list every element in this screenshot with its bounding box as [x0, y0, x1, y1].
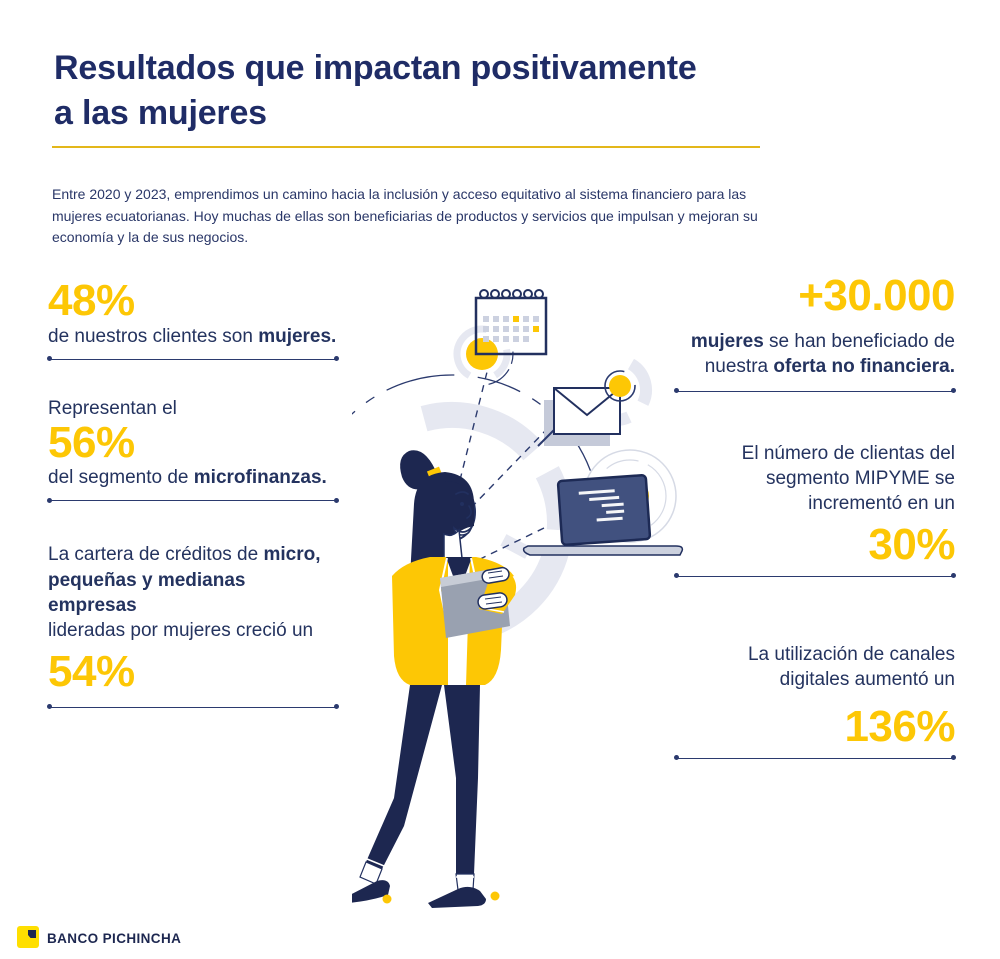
- stat-divider: [674, 388, 956, 397]
- stat-sme-portfolio: La cartera de créditos de micro, pequeñas…: [47, 542, 339, 713]
- stat-description: El número de clientas del segmento MIPYME…: [741, 442, 955, 515]
- stat-description: de nuestros clientes son mujeres.: [48, 325, 337, 347]
- stat-description: mujeres se han beneficiado de nuestra ofe…: [690, 330, 955, 377]
- stat-description: La cartera de créditos de micro, pequeñas…: [48, 544, 321, 641]
- woman-with-tablet-illustration: [303, 278, 762, 918]
- stat-non-financial-offer: +30.000 mujeres se han beneficiado de nue…: [674, 271, 956, 397]
- stat-divider: [47, 497, 339, 506]
- stat-digital-channels: La utilización de canales digitales aumen…: [674, 642, 956, 764]
- stat-value: +30.000: [798, 271, 955, 320]
- stat-women-clients: 48% de nuestros clientes son mujeres.: [47, 276, 339, 365]
- page-title-line1: Resultados que impactan positivamente: [54, 49, 697, 87]
- intro-paragraph: Entre 2020 y 2023, emprendimos un camino…: [52, 186, 758, 246]
- stat-description: del segmento de microfinanzas.: [48, 467, 327, 489]
- envelope-icon: [537, 354, 652, 447]
- stat-divider: [674, 573, 956, 582]
- page-title: Resultados que impactan positivamente a …: [54, 46, 814, 136]
- stat-microfinance-segment: Representan el 56% del segmento de micro…: [47, 397, 339, 507]
- page-title-line2: a las mujeres: [54, 94, 267, 133]
- calendar-days: [483, 316, 539, 342]
- stat-value: 54%: [48, 646, 135, 696]
- stat-value: 48%: [48, 276, 135, 325]
- stat-divider: [47, 356, 339, 365]
- footer-brand: BANCO PICHINCHA: [17, 926, 181, 948]
- stat-mipyme-clients: El número de clientas del segmento MIPYME…: [674, 441, 956, 582]
- laptop-icon: [522, 449, 684, 556]
- stat-value: 136%: [844, 702, 955, 752]
- stat-value: 30%: [868, 520, 955, 570]
- calendar-icon: [450, 289, 548, 386]
- dashed-connectors: [454, 359, 549, 563]
- stat-lead-in: Representan el: [48, 397, 177, 419]
- stat-description: La utilización de canales digitales aumen…: [747, 643, 955, 691]
- stat-value: 56%: [48, 417, 135, 467]
- stat-divider: [674, 755, 956, 764]
- title-underline: [52, 146, 760, 148]
- brand-name: BANCO PICHINCHA: [47, 930, 182, 946]
- left-stats-column: 48% de nuestros clientes son mujeres. Re…: [47, 276, 339, 713]
- banco-pichincha-logo-icon: [17, 926, 39, 948]
- woman-figure: [346, 450, 517, 908]
- right-stats-column: +30.000 mujeres se han beneficiado de nue…: [674, 271, 956, 764]
- stat-divider: [47, 703, 339, 713]
